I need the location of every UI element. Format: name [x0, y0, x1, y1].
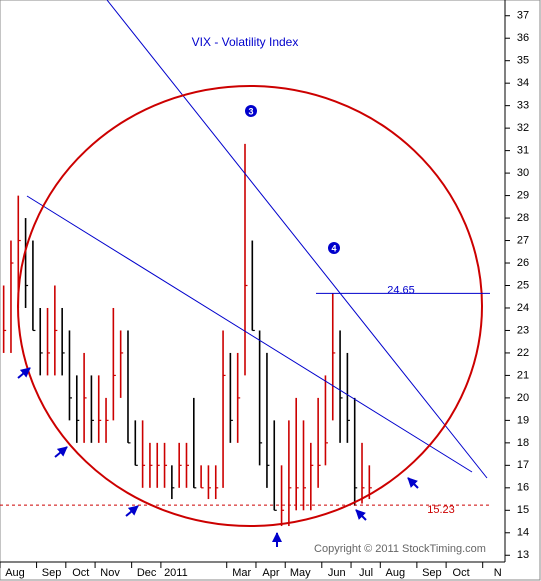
arrow — [125, 505, 139, 517]
y-tick-label: 28 — [517, 212, 529, 224]
arrow — [54, 446, 68, 458]
y-tick-label: 37 — [517, 10, 529, 22]
y-tick-label: 14 — [517, 527, 529, 539]
y-tick-label: 30 — [517, 167, 529, 179]
y-tick-label: 35 — [517, 55, 529, 67]
arrows — [17, 367, 419, 547]
x-tick-label: Aug — [5, 567, 25, 579]
y-tick-label: 32 — [517, 122, 529, 134]
copyright: Copyright © 2011 StockTiming.com — [314, 543, 486, 555]
x-tick-label: Dec — [137, 567, 157, 579]
y-tick-label: 13 — [517, 549, 529, 561]
y-tick-label: 18 — [517, 437, 529, 449]
y-tick-label: 34 — [517, 77, 529, 89]
x-tick-label: Jun — [328, 567, 346, 579]
chart-title: VIX - Volatility Index — [192, 35, 299, 49]
x-tick-label: Nov — [100, 567, 120, 579]
marker-label: 3 — [248, 106, 253, 116]
arrow — [407, 477, 419, 489]
x-tick-label: 2011 — [164, 567, 188, 579]
trend-line — [26, 195, 473, 473]
level-label: 15.23 — [427, 504, 455, 516]
arrow — [355, 509, 367, 521]
y-tick-label: 20 — [517, 392, 529, 404]
y-tick-label: 27 — [517, 234, 529, 246]
y-tick-label: 16 — [517, 482, 529, 494]
x-tick-label: Apr — [262, 567, 279, 579]
y-tick-label: 19 — [517, 414, 529, 426]
level-label: 24.65 — [387, 284, 415, 296]
y-tick-label: 24 — [517, 302, 529, 314]
y-tick-label: 25 — [517, 279, 529, 291]
marker-dot — [245, 105, 257, 117]
trend-line — [106, 0, 488, 479]
marker-label: 4 — [331, 243, 336, 253]
y-tick-label: 26 — [517, 257, 529, 269]
x-tick-label: Sep — [422, 567, 442, 579]
arrow — [17, 367, 31, 379]
y-tick-label: 29 — [517, 189, 529, 201]
y-tick-label: 36 — [517, 32, 529, 44]
x-tick-label: N — [494, 567, 502, 579]
x-tick-label: Oct — [72, 567, 89, 579]
x-tick-label: Mar — [232, 567, 251, 579]
x-tick-label: Aug — [386, 567, 406, 579]
y-tick-label: 15 — [517, 504, 529, 516]
y-tick-label: 21 — [517, 369, 529, 381]
x-tick-label: Sep — [42, 567, 62, 579]
plot — [2, 143, 372, 527]
y-tick-label: 31 — [517, 145, 529, 157]
y-tick-label: 23 — [517, 324, 529, 336]
circle — [17, 85, 483, 527]
x-tick-label: Oct — [453, 567, 470, 579]
y-tick-label: 22 — [517, 347, 529, 359]
x-tick-label: May — [290, 567, 311, 579]
x-tick-label: Jul — [359, 567, 373, 579]
y-tick-label: 33 — [517, 100, 529, 112]
y-tick-label: 17 — [517, 459, 529, 471]
marker-dot — [328, 242, 340, 254]
